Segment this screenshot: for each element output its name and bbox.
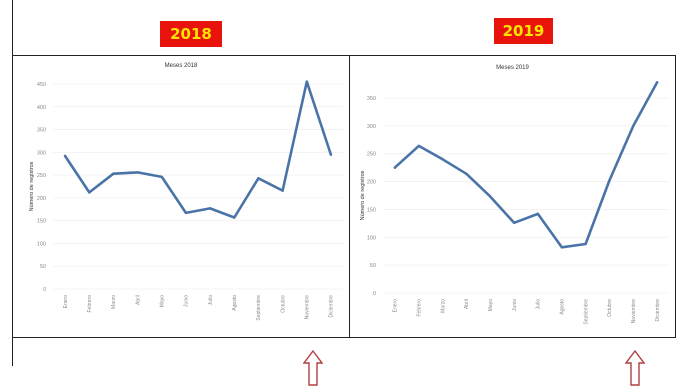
x-tick-label: Septiembre — [583, 299, 589, 325]
data-point — [160, 175, 163, 179]
data-point — [441, 158, 444, 161]
x-tick-label: Agosto — [232, 295, 238, 311]
x-tick-label: Noviembre — [305, 295, 311, 319]
data-point — [329, 153, 333, 156]
x-tick-label: Diciembre — [329, 295, 335, 318]
y-tick-label: 350 — [367, 96, 376, 102]
x-tick-label: Agosto — [560, 299, 566, 315]
data-point — [417, 144, 420, 148]
x-tick-label: Noviembre — [631, 299, 637, 323]
y-tick-label: 200 — [367, 180, 376, 186]
series-line — [63, 80, 333, 219]
x-tick-label: Diciembre — [655, 299, 661, 322]
y-axis-label: Número de registros — [29, 161, 35, 211]
x-tick-label: Febrero — [417, 299, 423, 317]
up-arrow-icon-right — [625, 350, 645, 386]
chart-2019: Meses 2019 0 50 100 150 200 250 300 350 Número de… — [360, 65, 669, 325]
data-point — [63, 154, 67, 158]
data-point — [608, 179, 611, 182]
y-tick-label: 450 — [37, 82, 46, 88]
y-tick-label: 100 — [367, 235, 376, 241]
x-tick-label: Mayo — [488, 299, 494, 311]
y-tick-label: 0 — [373, 291, 376, 297]
x-tick-label: Abril — [464, 299, 470, 309]
data-point — [112, 172, 115, 175]
x-tick-label: Octubre — [280, 295, 286, 313]
data-point — [584, 242, 587, 246]
up-arrow-icon-left — [303, 350, 323, 386]
y-tick-label: 300 — [37, 150, 46, 156]
data-point — [655, 81, 659, 84]
data-point — [257, 177, 260, 180]
data-point — [489, 195, 492, 198]
y-tick-label: 150 — [367, 207, 376, 213]
x-tick-label: Julio — [208, 295, 214, 306]
x-tick-label: Mayo — [160, 295, 166, 307]
data-point — [560, 246, 563, 249]
y-tick-label: 200 — [37, 196, 46, 202]
x-tick-label: Junio — [512, 299, 518, 311]
y-tick-label: 300 — [367, 124, 376, 130]
y-tick-label: 0 — [43, 287, 46, 293]
y-tick-label: 50 — [370, 263, 376, 269]
x-tick-label: Marzo — [111, 295, 117, 309]
x-tick-label: Abril — [135, 295, 141, 305]
chart-panel-2019: Meses 2019 0 50 100 150 200 250 300 350 Número de… — [349, 55, 676, 338]
badge-2018: 2018 — [160, 21, 222, 47]
series-line — [393, 81, 659, 249]
data-point — [393, 166, 397, 169]
x-tick-label: Enero — [63, 295, 69, 309]
data-point — [536, 212, 540, 216]
badge-2019: 2019 — [494, 18, 553, 44]
x-tick-label: Enero — [393, 299, 399, 313]
x-tick-label: Septiembre — [256, 295, 262, 321]
data-point — [305, 80, 308, 83]
y-axis-label: Número de registros — [360, 170, 366, 220]
y-tick-label: 400 — [37, 105, 46, 111]
chart-title: Meses 2018 — [165, 63, 198, 69]
chart-2018: Meses 2018 0 50 100 150 200 250 300 350 400 450 Núm… — [29, 63, 343, 321]
data-point — [208, 207, 212, 210]
y-tick-label: 150 — [37, 219, 46, 225]
x-tick-label: Julio — [536, 299, 542, 310]
y-tick-label: 100 — [37, 241, 46, 247]
x-tick-label: Febrero — [87, 295, 93, 313]
data-point — [512, 221, 516, 224]
x-tick-label: Marzo — [440, 299, 446, 313]
chart-panel-2018: Meses 2018 0 50 100 150 200 250 300 350 400 450 Núm… — [12, 55, 350, 338]
data-point — [233, 216, 236, 219]
data-point — [136, 171, 139, 174]
x-tick-label: Junio — [184, 295, 190, 307]
data-point — [465, 172, 468, 175]
chart-title: Meses 2019 — [496, 65, 529, 71]
y-tick-label: 250 — [37, 173, 46, 179]
data-point — [281, 189, 284, 192]
x-tick-label: Octubre — [607, 299, 613, 317]
data-point — [88, 191, 91, 194]
y-tick-label: 350 — [37, 128, 46, 134]
y-tick-label: 250 — [367, 152, 376, 158]
data-point — [632, 124, 635, 128]
data-point — [184, 211, 188, 215]
y-tick-label: 50 — [40, 264, 46, 270]
